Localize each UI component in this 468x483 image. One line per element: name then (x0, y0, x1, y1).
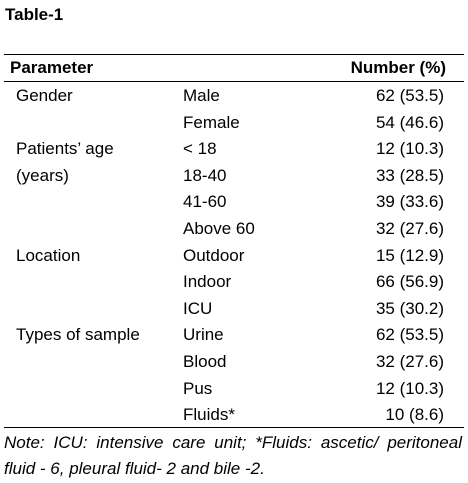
row-number: 62 (53.5) (375, 325, 444, 345)
table-row: ICU 35 (30.2) (0, 296, 468, 323)
row-number: 39 (33.6) (375, 192, 444, 212)
table-row: Types of sample Urine 62 (53.5) (0, 322, 468, 349)
row-subcategory: 41-60 (183, 192, 227, 212)
table-row: Gender Male 62 (53.5) (0, 83, 468, 110)
row-number: 33 (28.5) (375, 165, 444, 185)
table-footnote: Note: ICU: intensive care unit; *Fluids:… (4, 433, 462, 478)
table-title: Table-1 (5, 5, 64, 24)
row-subcategory: Blood (183, 351, 227, 371)
row-number: 32 (27.6) (375, 218, 444, 238)
row-number: 35 (30.2) (375, 298, 444, 318)
table-header-rule (4, 81, 464, 82)
table-row: Fluids* 10 (8.6) (0, 402, 468, 429)
row-parameter: Patients’ age (16, 139, 114, 159)
row-parameter: Gender (16, 86, 73, 105)
table-row: Blood 32 (27.6) (0, 349, 468, 376)
header-parameter: Parameter (10, 58, 94, 77)
row-subcategory: Male (183, 86, 220, 105)
table-row: 41-60 39 (33.6) (0, 189, 468, 216)
row-subcategory: Female (183, 112, 240, 132)
table-row: Indoor 66 (56.9) (0, 269, 468, 296)
table-row: Patients’ age < 18 12 (10.3) (0, 136, 468, 163)
row-number: 12 (10.3) (375, 139, 444, 159)
row-subcategory: Fluids* (183, 405, 235, 425)
table-top-rule (4, 54, 464, 55)
row-subcategory: Pus (183, 378, 213, 398)
row-subcategory: < 18 (183, 139, 217, 159)
table-row: (years) 18-40 33 (28.5) (0, 163, 468, 190)
row-number: 62 (53.5) (375, 86, 444, 105)
table-row: Pus 12 (10.3) (0, 376, 468, 403)
row-number: 15 (12.9) (375, 245, 444, 265)
row-parameter: Types of sample (16, 325, 140, 345)
header-number: Number (%) (350, 58, 446, 77)
row-subcategory: Above 60 (183, 218, 255, 238)
row-parameter: (years) (16, 165, 69, 185)
row-subcategory: ICU (183, 298, 213, 318)
row-subcategory: Urine (183, 325, 224, 345)
row-number: 66 (56.9) (375, 272, 444, 292)
row-number: 54 (46.6) (375, 112, 444, 132)
table-body: Gender Male 62 (53.5) Female 54 (46.6) P… (0, 83, 468, 429)
row-subcategory: Indoor (183, 272, 232, 292)
row-number: 12 (10.3) (375, 378, 444, 398)
row-subcategory: Outdoor (183, 245, 245, 265)
table-bottom-rule (4, 427, 464, 428)
row-number: 32 (27.6) (375, 351, 444, 371)
row-parameter: Location (16, 245, 81, 265)
row-number: 10 (8.6) (385, 405, 444, 425)
row-subcategory: 18-40 (183, 165, 227, 185)
table-row: Female 54 (46.6) (0, 110, 468, 137)
table-row: Above 60 32 (27.6) (0, 216, 468, 243)
table-row: Location Outdoor 15 (12.9) (0, 243, 468, 270)
